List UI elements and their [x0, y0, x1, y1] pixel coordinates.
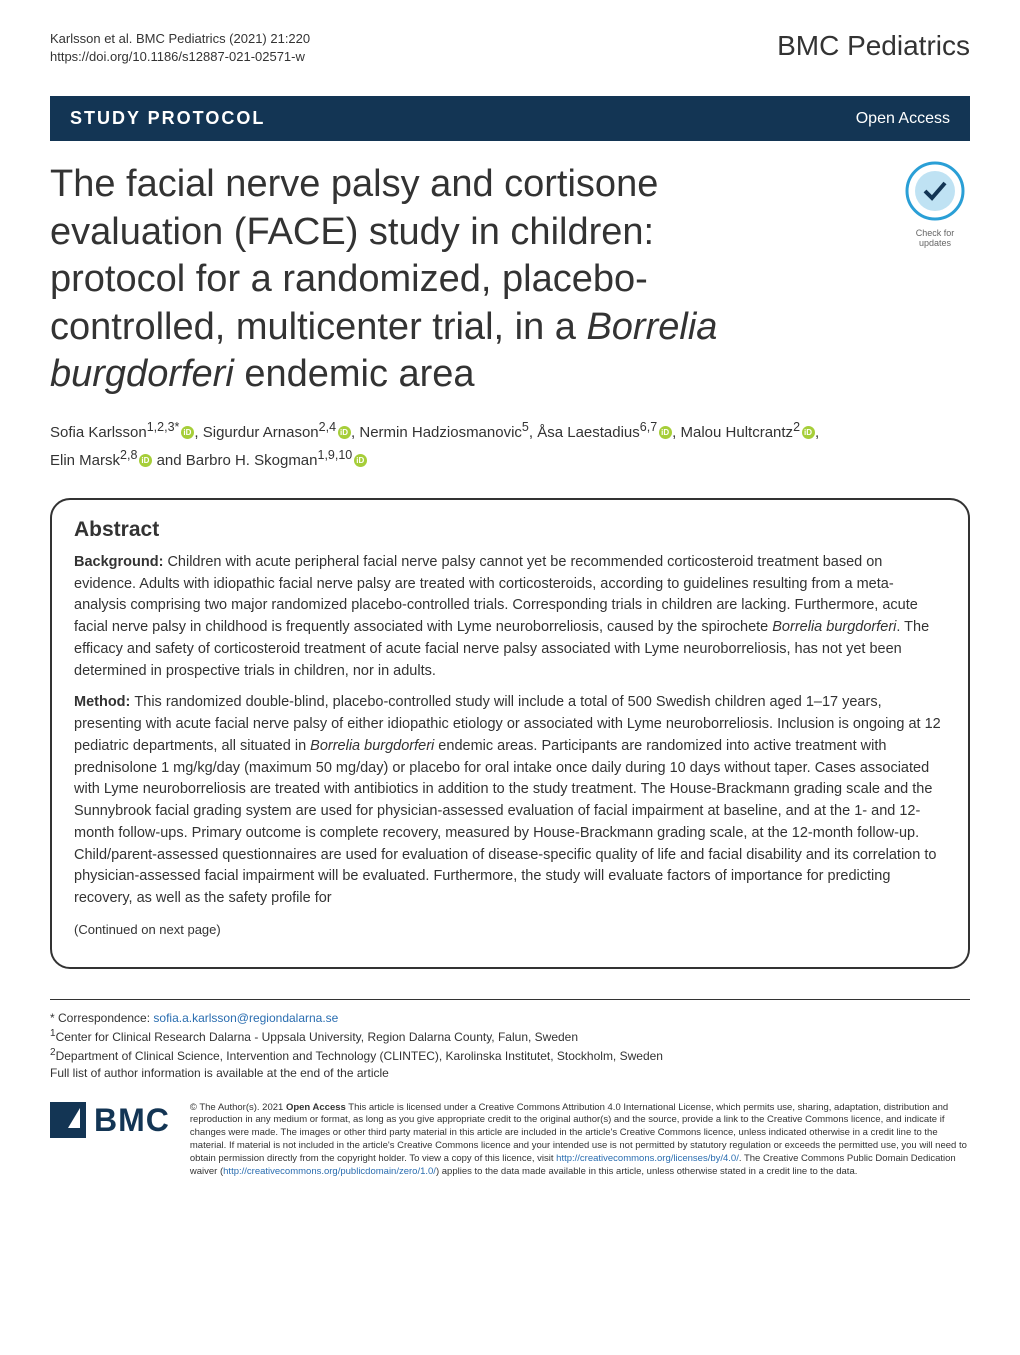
- open-access-label: Open Access: [856, 110, 950, 128]
- orcid-icon: [139, 454, 152, 467]
- bmc-logo-icon: [50, 1102, 86, 1138]
- author-name: Sofia Karlsson: [50, 424, 147, 441]
- bmc-logo: BMC: [50, 1102, 170, 1139]
- check-updates-badge[interactable]: Check for updates: [900, 161, 970, 248]
- bmc-logo-text: BMC: [94, 1102, 170, 1139]
- abstract-heading: Abstract: [74, 518, 946, 542]
- author-name: , Sigurdur Arnason: [194, 424, 318, 441]
- title-italic: burgdorferi: [50, 353, 234, 395]
- header: Karlsson et al. BMC Pediatrics (2021) 21…: [0, 0, 1020, 76]
- abstract-box: Abstract Background: Children with acute…: [50, 498, 970, 970]
- affiliation-text: Center for Clinical Research Dalarna - U…: [56, 1030, 578, 1044]
- orcid-icon: [338, 426, 351, 439]
- abstract-text: Background: Children with acute peripher…: [74, 552, 946, 940]
- author-name: Elin Marsk: [50, 452, 120, 469]
- license-link[interactable]: http://creativecommons.org/publicdomain/…: [223, 1166, 436, 1177]
- orcid-icon: [659, 426, 672, 439]
- license-open-access: Open Access: [286, 1102, 346, 1113]
- title-line: evaluation (FACE) study in children:: [50, 211, 654, 253]
- title-line: endemic area: [234, 353, 475, 395]
- article-title: The facial nerve palsy and cortisone eva…: [50, 161, 970, 399]
- authors-list: Sofia Karlsson1,2,3*, Sigurdur Arnason2,…: [50, 417, 970, 473]
- orcid-icon: [354, 454, 367, 467]
- background-italic: Borrelia burgdorferi: [772, 619, 896, 635]
- continued-note: (Continued on next page): [74, 920, 946, 940]
- author-name: , Nermin Hadziosmanovic: [351, 424, 522, 441]
- author-affil: 2,8: [120, 448, 137, 462]
- author-name: and Barbro H. Skogman: [152, 452, 317, 469]
- title-line: protocol for a randomized, placebo-: [50, 258, 648, 300]
- author-name: , Malou Hultcrantz: [672, 424, 793, 441]
- orcid-icon: [181, 426, 194, 439]
- method-italic: Borrelia burgdorferi: [310, 738, 434, 754]
- author-affil: 6,7: [640, 420, 657, 434]
- background-label: Background:: [74, 554, 167, 570]
- article-type-banner: STUDY PROTOCOL Open Access: [50, 96, 970, 141]
- check-updates-text: Check for updates: [900, 228, 970, 248]
- author-affil: 2,4: [319, 420, 336, 434]
- author-affil: 1,9,10: [318, 448, 353, 462]
- license-text: © The Author(s). 2021 Open Access This a…: [190, 1102, 970, 1179]
- title-section: The facial nerve palsy and cortisone eva…: [50, 161, 970, 399]
- title-line: The facial nerve palsy and cortisone: [50, 163, 658, 205]
- full-author-list-note: Full list of author information is avail…: [50, 1066, 389, 1080]
- bmc-footer: BMC © The Author(s). 2021 Open Access Th…: [50, 1102, 970, 1179]
- correspondence-label: * Correspondence:: [50, 1011, 153, 1025]
- affiliation-text: Department of Clinical Science, Interven…: [56, 1049, 663, 1063]
- title-line: controlled, multicenter trial, in a: [50, 306, 586, 348]
- orcid-icon: [802, 426, 815, 439]
- check-updates-icon: [905, 161, 965, 221]
- author-affil: 2: [793, 420, 800, 434]
- author-affil: 1,2,3*: [147, 420, 180, 434]
- journal-name: BMC Pediatrics: [777, 30, 970, 62]
- license-body: ) applies to the data made available in …: [436, 1166, 857, 1177]
- title-italic: Borrelia: [586, 306, 717, 348]
- license-link[interactable]: http://creativecommons.org/licenses/by/4…: [556, 1153, 739, 1164]
- method-text: endemic areas. Participants are randomiz…: [74, 738, 936, 906]
- author-affil: 5: [522, 420, 529, 434]
- correspondence-footer: * Correspondence: sofia.a.karlsson@regio…: [50, 999, 970, 1081]
- correspondence-email[interactable]: sofia.a.karlsson@regiondalarna.se: [153, 1011, 338, 1025]
- license-copyright: © The Author(s). 2021: [190, 1102, 286, 1113]
- article-type-label: STUDY PROTOCOL: [70, 108, 265, 129]
- method-label: Method:: [74, 694, 134, 710]
- author-name: , Åsa Laestadius: [529, 424, 640, 441]
